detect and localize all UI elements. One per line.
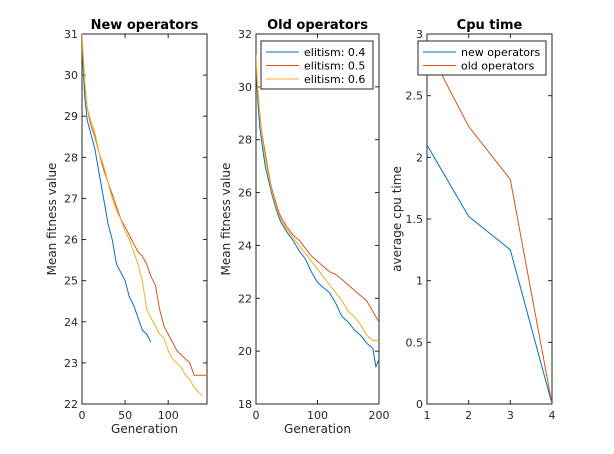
series-line-2: [427, 46, 552, 404]
x-tick-label: 100: [307, 409, 328, 422]
y-tick-label: 20: [238, 345, 252, 358]
series-line-3: [256, 55, 379, 342]
subplot-3: Cpu time 1 2 3 4 0 0.5 1 1.5 2 2.5 3 average cpu tim…: [390, 18, 556, 422]
y-tick-label: 29: [64, 110, 78, 123]
axes-box: [81, 33, 208, 405]
x-tick-label: 50: [118, 409, 132, 422]
legend-label: old operators: [461, 60, 535, 73]
y-tick-label: 30: [238, 81, 252, 94]
x-axis-label: Generation: [284, 422, 351, 436]
y-tick-label: 2: [416, 151, 423, 164]
y-tick-label: 32: [238, 28, 252, 41]
chart-title: Old operators: [267, 18, 368, 33]
y-tick-label: 26: [64, 234, 78, 247]
y-tick-label: 0.5: [406, 336, 424, 349]
y-tick-label: 1: [416, 275, 423, 288]
legend-label: elitism: 0.5: [304, 60, 365, 73]
y-tick-label: 22: [64, 398, 78, 411]
chart-title: Cpu time: [457, 18, 523, 33]
y-axis-label: average cpu time: [390, 166, 404, 272]
y-tick-label: 3: [416, 28, 423, 41]
axes-box: [255, 33, 380, 405]
y-tick-label: 31: [64, 28, 78, 41]
x-tick-label: 2: [465, 409, 472, 422]
legend-label: new operators: [461, 46, 541, 59]
y-tick-label: 24: [238, 239, 252, 252]
legend-box: [417, 40, 547, 76]
x-axis-label: Generation: [111, 422, 178, 436]
y-tick-label: 18: [238, 398, 252, 411]
x-tick-label: 4: [549, 409, 556, 422]
chart-title: New operators: [91, 18, 199, 33]
series-line-1: [256, 65, 379, 368]
y-tick-label: 27: [64, 192, 78, 205]
series-line-1: [427, 144, 552, 404]
y-tick-label: 2.5: [406, 90, 424, 103]
subplot-1: New operators 0 50 100 22 23 24 25 26 27 28 29 30 31 G…: [45, 18, 208, 436]
y-tick-label: 1.5: [406, 213, 424, 226]
x-tick-label: 0: [79, 409, 86, 422]
axes-box: [426, 33, 553, 405]
x-tick-label: 3: [507, 409, 514, 422]
legend-label: elitism: 0.6: [304, 73, 365, 86]
x-tick-label: 0: [253, 409, 260, 422]
series-line-3: [82, 34, 204, 397]
y-tick-label: 28: [238, 134, 252, 147]
y-tick-label: 22: [238, 292, 252, 305]
y-tick-label: 26: [238, 187, 252, 200]
x-tick-label: 100: [158, 409, 179, 422]
legend-label: elitism: 0.4: [304, 46, 365, 59]
y-tick-label: 24: [64, 316, 78, 329]
y-tick-label: 23: [64, 357, 78, 370]
x-tick-label: 1: [424, 409, 431, 422]
y-axis-label: Mean fitness value: [219, 163, 233, 276]
y-tick-label: 28: [64, 151, 78, 164]
y-tick-label: 25: [64, 275, 78, 288]
series-line-1: [82, 42, 152, 343]
y-tick-label: 0: [416, 398, 423, 411]
y-tick-label: 30: [64, 69, 78, 82]
series-line-2: [256, 60, 379, 323]
subplot-2: Old operators 0 100 200 18 20 22 24 26 28 30 32 Gene…: [219, 18, 390, 436]
y-axis-label: Mean fitness value: [45, 163, 59, 276]
x-tick-label: 200: [369, 409, 390, 422]
